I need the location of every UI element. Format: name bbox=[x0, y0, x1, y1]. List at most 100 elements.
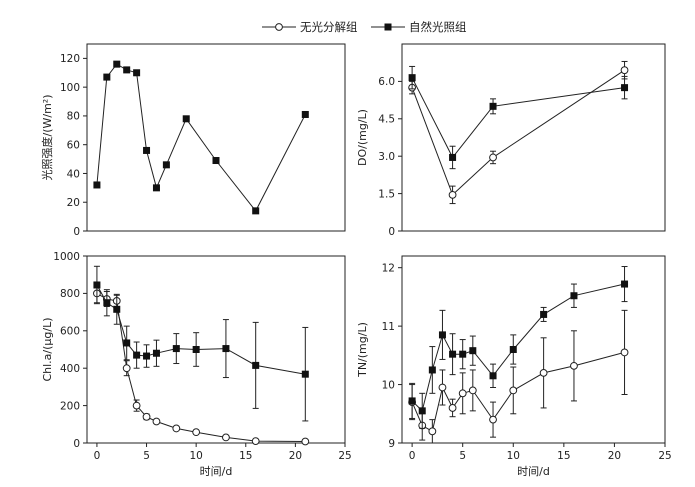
light-intensity-panel: 0 20 40 60 80 100 120 光照强度/(W/m²) bbox=[40, 43, 346, 238]
do-panel: 0 1.5 3.0 4.5 6.0 DO/(mg/L) bbox=[356, 43, 666, 238]
tn-y-tick-label: 10 bbox=[382, 379, 395, 391]
tn-panel: 9 10 11 12 0 5 10 15 20 25 TN/(mg/L) 时间/d bbox=[356, 255, 672, 478]
chla-dark-point bbox=[172, 424, 181, 433]
do-y-tick-label: 4.5 bbox=[378, 114, 395, 126]
light-light-point bbox=[123, 66, 131, 74]
light-light-point bbox=[212, 157, 220, 165]
tn-light-point bbox=[509, 346, 517, 353]
do-y-tick-label: 3.0 bbox=[378, 151, 395, 163]
light-light-point bbox=[182, 115, 190, 123]
tn-light-point bbox=[489, 372, 497, 380]
tn-dark-point bbox=[509, 386, 518, 395]
light-light-point bbox=[103, 73, 111, 81]
tn-dark-point bbox=[428, 427, 437, 436]
chla-dark-point bbox=[152, 417, 161, 426]
light-light-point bbox=[143, 146, 151, 154]
tn-light-point bbox=[540, 310, 548, 318]
tn-light-point bbox=[621, 280, 629, 288]
light-light-point bbox=[152, 184, 160, 192]
light-y-tick-label: 60 bbox=[67, 139, 80, 151]
chla-panel: 0 200 400 600 800 1000 0 5 10 15 20 25 Chl.a/(μg/L) 时… bbox=[41, 251, 352, 478]
chla-light-point bbox=[172, 345, 180, 353]
chla-y-tick-label: 400 bbox=[60, 363, 80, 375]
legend: 无光分解组 自然光照组 bbox=[262, 20, 467, 34]
light-y-tick-label: 0 bbox=[73, 226, 80, 238]
light-y-tick-label: 100 bbox=[60, 82, 80, 94]
do-light-point bbox=[449, 153, 457, 161]
chla-light-point bbox=[103, 299, 111, 307]
tn-light-point bbox=[438, 331, 446, 339]
light-light-point bbox=[252, 207, 260, 215]
tn-plot-frame bbox=[401, 255, 666, 444]
chla-y-tick-label: 200 bbox=[60, 400, 80, 412]
chla-x-axis-label: 时间/d bbox=[200, 465, 233, 478]
chla-y-tick-label: 800 bbox=[60, 288, 80, 300]
light-light-line bbox=[96, 63, 306, 212]
chla-light-point bbox=[252, 361, 260, 369]
light-y-tick-label: 20 bbox=[67, 197, 80, 209]
light-light-point bbox=[113, 60, 121, 68]
tn-light-point bbox=[459, 350, 467, 358]
chla-y-axis-label: Chl.a/(μg/L) bbox=[41, 317, 54, 381]
tn-x-axis-label: 时间/d bbox=[517, 465, 550, 478]
chla-x-tick-label: 10 bbox=[189, 450, 202, 462]
tn-light-point bbox=[418, 407, 426, 415]
chla-y-tick-label: 0 bbox=[73, 438, 80, 450]
tn-dark-point bbox=[620, 348, 629, 357]
do-y-tick-label: 0 bbox=[388, 226, 395, 238]
chla-dark-point bbox=[192, 428, 201, 437]
legend-marker-dark bbox=[275, 23, 283, 31]
chla-plot-frame bbox=[86, 255, 346, 444]
tn-light-point bbox=[449, 350, 457, 358]
chla-dark-point bbox=[301, 437, 310, 446]
tn-x-tick-label: 5 bbox=[459, 450, 466, 462]
tn-x-tick-label: 25 bbox=[658, 450, 671, 462]
do-dark-line bbox=[411, 69, 625, 196]
do-light-line bbox=[411, 77, 625, 159]
tn-light-point bbox=[570, 292, 578, 300]
chla-x-tick-label: 20 bbox=[289, 450, 302, 462]
chla-x-tick-label: 25 bbox=[338, 450, 351, 462]
light-light-point bbox=[93, 181, 101, 189]
chla-light-point bbox=[143, 352, 151, 360]
do-y-tick-label: 1.5 bbox=[378, 188, 395, 200]
chla-x-tick-label: 15 bbox=[239, 450, 252, 462]
chla-dark-point bbox=[132, 401, 141, 410]
tn-dark-point bbox=[458, 389, 467, 398]
chla-light-point bbox=[192, 346, 200, 353]
do-light-point bbox=[489, 102, 497, 110]
light-y-tick-label: 120 bbox=[60, 53, 80, 65]
chla-dark-point bbox=[251, 437, 260, 446]
tn-dark-point bbox=[570, 361, 578, 370]
legend-label-light: 自然光照组 bbox=[409, 20, 467, 34]
chla-dark-point bbox=[122, 364, 131, 373]
tn-x-tick-label: 0 bbox=[409, 450, 416, 462]
tn-y-axis-label: TN/(mg/L) bbox=[356, 322, 369, 378]
tn-light-line bbox=[411, 283, 625, 412]
do-light-point bbox=[621, 84, 629, 92]
chla-light-point bbox=[152, 349, 160, 357]
tn-y-tick-label: 12 bbox=[382, 262, 395, 274]
light-light-point bbox=[133, 69, 141, 77]
chla-light-point bbox=[301, 370, 309, 378]
chla-y-tick-label: 1000 bbox=[53, 251, 80, 263]
chla-light-point bbox=[113, 305, 121, 313]
chla-dark-point bbox=[142, 412, 151, 421]
tn-dark-point bbox=[468, 386, 477, 395]
chla-light-point bbox=[222, 345, 230, 353]
legend-marker-light bbox=[384, 23, 392, 31]
tn-dark-point bbox=[489, 415, 497, 424]
light-light-point bbox=[301, 110, 309, 118]
do-dark-point bbox=[620, 66, 629, 75]
tn-x-tick-label: 15 bbox=[557, 450, 570, 462]
tn-dark-point bbox=[448, 404, 457, 412]
light-plot-frame bbox=[86, 43, 346, 232]
tn-light-point bbox=[428, 366, 436, 374]
chla-x-tick-label: 0 bbox=[94, 450, 101, 462]
light-y-tick-label: 40 bbox=[67, 168, 80, 180]
tn-dark-line bbox=[411, 351, 625, 433]
tn-x-tick-label: 20 bbox=[608, 450, 621, 462]
legend-label-dark: 无光分解组 bbox=[300, 20, 358, 34]
chla-light-point bbox=[93, 281, 101, 289]
